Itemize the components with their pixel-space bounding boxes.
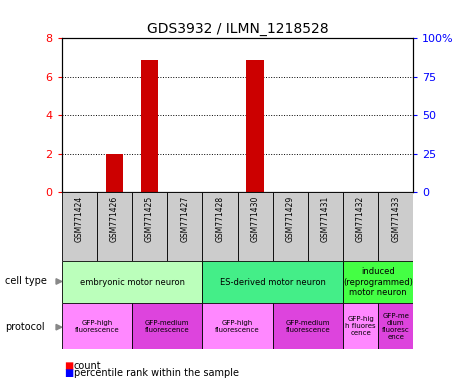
Bar — [141, 60, 158, 192]
Bar — [238, 192, 273, 261]
Bar — [378, 303, 413, 349]
Text: percentile rank within the sample: percentile rank within the sample — [74, 368, 238, 378]
Text: GSM771425: GSM771425 — [145, 195, 154, 242]
Bar — [202, 192, 238, 261]
Bar — [343, 192, 378, 261]
Bar — [202, 261, 343, 303]
Bar — [105, 154, 124, 192]
Text: GSM771424: GSM771424 — [75, 195, 84, 242]
Text: cell type: cell type — [5, 276, 47, 286]
Bar — [132, 192, 167, 261]
Bar — [62, 303, 132, 349]
Text: ■: ■ — [64, 368, 73, 378]
Text: GSM771432: GSM771432 — [356, 195, 365, 242]
Bar — [167, 192, 202, 261]
Text: GSM771433: GSM771433 — [391, 195, 400, 242]
Bar — [247, 60, 264, 192]
Text: GFP-hig
h fluores
cence: GFP-hig h fluores cence — [345, 316, 376, 336]
Bar — [202, 303, 273, 349]
Bar — [273, 192, 308, 261]
Text: ES-derived motor neuron: ES-derived motor neuron — [220, 278, 325, 287]
Text: GSM771427: GSM771427 — [180, 195, 189, 242]
Text: GSM771428: GSM771428 — [216, 195, 224, 242]
Text: embryonic motor neuron: embryonic motor neuron — [79, 278, 185, 287]
Bar — [308, 192, 343, 261]
Bar — [62, 261, 202, 303]
Text: GSM771426: GSM771426 — [110, 195, 119, 242]
Title: GDS3932 / ILMN_1218528: GDS3932 / ILMN_1218528 — [147, 22, 328, 36]
Text: GSM771430: GSM771430 — [251, 195, 259, 242]
Text: GFP-high
fluorescence: GFP-high fluorescence — [215, 320, 260, 333]
Bar — [62, 192, 97, 261]
Text: ■: ■ — [64, 361, 73, 371]
Text: protocol: protocol — [5, 322, 44, 332]
Text: GFP-medium
fluorescence: GFP-medium fluorescence — [145, 320, 190, 333]
Text: induced
(reprogrammed)
motor neuron: induced (reprogrammed) motor neuron — [343, 267, 413, 297]
Bar — [343, 261, 413, 303]
Text: count: count — [74, 361, 101, 371]
Text: GSM771429: GSM771429 — [286, 195, 294, 242]
Bar — [343, 303, 378, 349]
Text: GFP-high
fluorescence: GFP-high fluorescence — [75, 320, 119, 333]
Bar — [378, 192, 413, 261]
Polygon shape — [56, 324, 62, 330]
Bar — [132, 303, 202, 349]
Polygon shape — [56, 279, 62, 284]
Text: GFP-me
dium
fluoresc
ence: GFP-me dium fluoresc ence — [382, 313, 409, 340]
Text: GFP-medium
fluorescence: GFP-medium fluorescence — [285, 320, 330, 333]
Text: GSM771431: GSM771431 — [321, 195, 330, 242]
Bar — [273, 303, 343, 349]
Bar — [97, 192, 132, 261]
